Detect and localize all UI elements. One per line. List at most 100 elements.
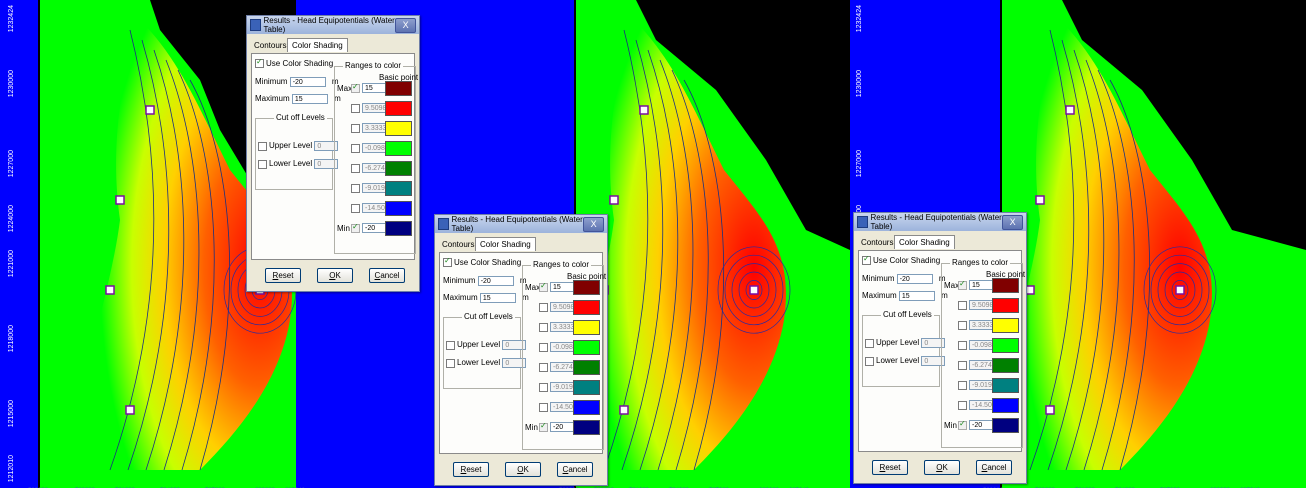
range-checkbox[interactable]: [958, 300, 967, 310]
lower-level-input[interactable]: 0: [502, 358, 527, 368]
lower-level-input[interactable]: 0: [921, 356, 946, 366]
well-marker[interactable]: [105, 285, 115, 295]
well-marker[interactable]: [1175, 285, 1185, 295]
range-checkbox[interactable]: [351, 222, 360, 233]
range-checkbox[interactable]: [958, 400, 967, 410]
range-color-swatch[interactable]: [385, 161, 412, 176]
range-row[interactable]: -14.5098: [351, 203, 411, 218]
range-checkbox[interactable]: [958, 380, 967, 390]
tab-contours[interactable]: Contours: [442, 240, 475, 249]
range-checkbox[interactable]: [539, 362, 548, 372]
range-checkbox[interactable]: [539, 342, 548, 352]
range-row[interactable]: -9.019608: [958, 380, 1018, 395]
range-color-swatch[interactable]: [992, 378, 1019, 393]
well-marker[interactable]: [619, 405, 629, 415]
close-button[interactable]: X: [583, 216, 604, 232]
lower-level-checkbox[interactable]: [446, 358, 455, 368]
well-marker[interactable]: [125, 405, 135, 415]
range-color-swatch[interactable]: [385, 141, 412, 156]
range-checkbox[interactable]: [539, 322, 548, 332]
dialog-titlebar[interactable]: Results - Head Equipotentials (Water Tab…: [435, 215, 607, 233]
range-color-swatch[interactable]: [992, 398, 1019, 413]
range-color-swatch[interactable]: [385, 101, 412, 116]
range-checkbox[interactable]: [539, 402, 548, 412]
upper-level-checkbox[interactable]: [446, 340, 455, 350]
range-checkbox[interactable]: [351, 183, 360, 193]
range-checkbox[interactable]: [539, 281, 548, 292]
range-checkbox[interactable]: [958, 279, 967, 290]
well-marker[interactable]: [1065, 105, 1075, 115]
close-button[interactable]: X: [1002, 214, 1023, 230]
upper-level-input[interactable]: 0: [502, 340, 527, 350]
range-checkbox[interactable]: [958, 360, 967, 370]
tab-color-shading[interactable]: Color Shading: [287, 38, 348, 52]
range-color-swatch[interactable]: [385, 201, 412, 216]
well-marker[interactable]: [115, 195, 125, 205]
well-marker[interactable]: [639, 105, 649, 115]
dialog-titlebar[interactable]: Results - Head Equipotentials (Water Tab…: [247, 16, 419, 34]
range-checkbox[interactable]: [351, 163, 360, 173]
lower-level-input[interactable]: 0: [314, 159, 339, 169]
minimum-input[interactable]: -20: [477, 276, 514, 286]
range-checkbox[interactable]: [539, 302, 548, 312]
range-color-swatch[interactable]: [992, 298, 1019, 313]
range-checkbox[interactable]: [958, 340, 967, 350]
range-row[interactable]: 9.509804: [351, 103, 411, 118]
well-marker[interactable]: [1035, 195, 1045, 205]
maximum-input[interactable]: 15: [898, 291, 935, 301]
results-dialog[interactable]: Results - Head Equipotentials (Water Tab…: [246, 15, 420, 292]
range-color-swatch[interactable]: [992, 418, 1019, 433]
minimum-input[interactable]: -20: [896, 274, 933, 284]
range-checkbox[interactable]: [351, 82, 360, 93]
range-checkbox[interactable]: [351, 203, 360, 213]
range-color-swatch[interactable]: [573, 300, 600, 315]
maximum-input[interactable]: 15: [479, 293, 516, 303]
upper-level-checkbox[interactable]: [865, 338, 874, 348]
well-marker[interactable]: [1045, 405, 1055, 415]
range-row[interactable]: Min-20: [337, 222, 411, 238]
range-color-swatch[interactable]: [573, 400, 600, 415]
well-marker[interactable]: [145, 105, 155, 115]
range-color-swatch[interactable]: [573, 360, 600, 375]
results-dialog[interactable]: Results - Head Equipotentials (Water Tab…: [853, 212, 1027, 484]
dialog-titlebar[interactable]: Results - Head Equipotentials (Water Tab…: [854, 213, 1026, 231]
range-row[interactable]: 9.509804: [958, 300, 1018, 315]
upper-level-input[interactable]: 0: [314, 141, 339, 151]
range-color-swatch[interactable]: [992, 358, 1019, 373]
tab-color-shading[interactable]: Color Shading: [894, 235, 955, 249]
lower-level-checkbox[interactable]: [258, 159, 267, 169]
range-checkbox[interactable]: [539, 382, 548, 392]
use-color-shading[interactable]: Use Color Shading: [443, 256, 521, 268]
tab-contours[interactable]: Contours: [254, 41, 287, 50]
use-color-shading-checkbox[interactable]: [255, 57, 264, 69]
range-color-swatch[interactable]: [385, 81, 412, 96]
use-color-shading-checkbox[interactable]: [443, 256, 452, 268]
minimum-input[interactable]: -20: [289, 77, 326, 87]
range-color-swatch[interactable]: [573, 280, 600, 295]
tab-contours[interactable]: Contours: [861, 238, 894, 247]
use-color-shading[interactable]: Use Color Shading: [862, 254, 940, 266]
range-checkbox[interactable]: [539, 421, 548, 432]
well-marker[interactable]: [1025, 285, 1035, 295]
range-color-swatch[interactable]: [573, 320, 600, 335]
range-checkbox[interactable]: [351, 103, 360, 113]
range-row[interactable]: Min-20: [525, 421, 599, 437]
range-color-swatch[interactable]: [385, 181, 412, 196]
range-color-swatch[interactable]: [385, 221, 412, 236]
use-color-shading-checkbox[interactable]: [862, 254, 871, 266]
range-checkbox[interactable]: [958, 320, 967, 330]
upper-level-input[interactable]: 0: [921, 338, 946, 348]
range-color-swatch[interactable]: [385, 121, 412, 136]
range-color-swatch[interactable]: [992, 278, 1019, 293]
range-color-swatch[interactable]: [573, 420, 600, 435]
lower-level-checkbox[interactable]: [865, 356, 874, 366]
well-marker[interactable]: [609, 195, 619, 205]
range-checkbox[interactable]: [351, 123, 360, 133]
